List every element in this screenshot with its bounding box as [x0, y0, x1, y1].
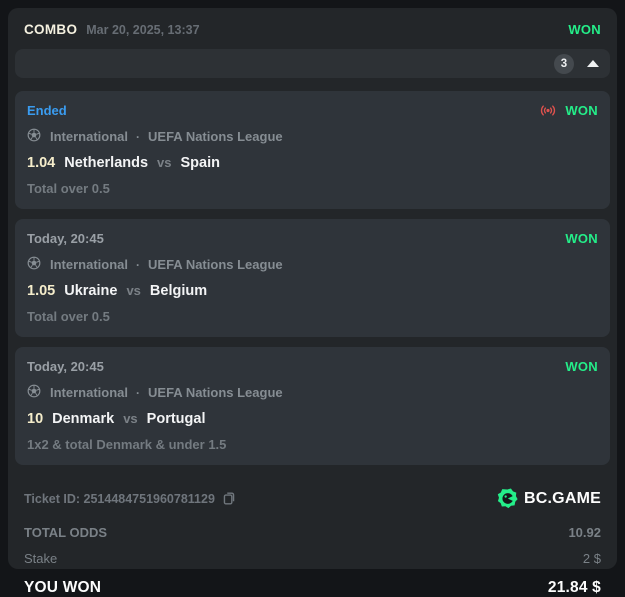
leg-time-label: Ended: [27, 103, 67, 118]
away-team: Portugal: [146, 411, 206, 427]
leg-market: Total over 0.5: [27, 181, 110, 196]
bet-header: COMBO Mar 20, 2025, 13:37 WON: [11, 20, 614, 49]
total-odds-value: 10.92: [568, 525, 601, 540]
leg-status-badge: WON: [539, 103, 598, 118]
bet-slip: COMBO Mar 20, 2025, 13:37 WON 3 Ended: [8, 8, 617, 596]
leg-status-label: WON: [565, 359, 598, 374]
leg-odds: 10: [27, 411, 44, 427]
brand-logo: BC.GAME: [497, 488, 601, 509]
soccer-ball-icon: [27, 384, 41, 401]
leg-time-label: Today, 20:45: [27, 359, 104, 374]
total-odds-label: TOTAL ODDS: [24, 525, 108, 540]
stake-value: 2 $: [582, 551, 601, 566]
league-separator: ·: [136, 129, 141, 144]
result-label: YOU WON: [24, 579, 102, 596]
leg-odds: 1.04: [27, 155, 56, 171]
home-team: Ukraine: [64, 283, 118, 299]
leg-status-badge: WON: [565, 359, 598, 374]
vs-label: vs: [123, 411, 138, 426]
leg-status-badge: WON: [565, 231, 598, 246]
bet-status-badge: WON: [568, 22, 601, 37]
ticket-id: Ticket ID: 2514484751960781129: [24, 491, 215, 506]
leg-market: 1x2 & total Denmark & under 1.5: [27, 437, 227, 452]
league-separator: ·: [136, 257, 141, 272]
soccer-ball-icon: [27, 256, 41, 273]
result-value: 21.84 $: [547, 579, 601, 596]
away-team: Belgium: [149, 283, 208, 299]
league-separator: ·: [136, 385, 141, 400]
leg-league: UEFA Nations League: [148, 257, 283, 272]
leg-card-2[interactable]: Today, 20:45 WON International · UEFA Na…: [15, 219, 610, 337]
vs-label: vs: [126, 283, 141, 298]
vs-label: vs: [157, 155, 172, 170]
result-row: YOU WON 21.84 $: [24, 579, 601, 597]
leg-status-label: WON: [565, 103, 598, 118]
leg-league: UEFA Nations League: [148, 385, 283, 400]
bet-type-label: COMBO: [24, 22, 78, 37]
leg-status-label: WON: [565, 231, 598, 246]
leg-card-3[interactable]: Today, 20:45 WON International · UEFA Na…: [15, 347, 610, 465]
legs-collapse-bar[interactable]: 3: [15, 49, 610, 78]
total-odds-row: TOTAL ODDS 10.92: [24, 525, 601, 540]
bcgame-logo-icon: [497, 488, 518, 509]
leg-card-1[interactable]: Ended WON: [15, 91, 610, 209]
leg-category: International: [50, 385, 129, 400]
copy-icon[interactable]: [222, 491, 236, 506]
leg-market: Total over 0.5: [27, 309, 110, 324]
legs-count-badge: 3: [554, 53, 574, 74]
stake-label: Stake: [24, 551, 58, 566]
leg-odds: 1.05: [27, 283, 56, 299]
home-team: Denmark: [52, 411, 115, 427]
brand-name: BC.GAME: [524, 489, 601, 507]
home-team: Netherlands: [64, 155, 149, 171]
ticket-footer: Ticket ID: 2514484751960781129 BC.GAME: [11, 475, 614, 597]
soccer-ball-icon: [27, 128, 41, 145]
leg-category: International: [50, 129, 129, 144]
leg-time-label: Today, 20:45: [27, 231, 104, 246]
away-team: Spain: [180, 155, 220, 171]
caret-up-icon[interactable]: [587, 60, 599, 67]
live-broadcast-icon: [539, 104, 557, 117]
leg-league: UEFA Nations League: [148, 129, 283, 144]
leg-category: International: [50, 257, 129, 272]
stake-row: Stake 2 $: [24, 551, 601, 566]
bet-datetime: Mar 20, 2025, 13:37: [86, 22, 200, 37]
